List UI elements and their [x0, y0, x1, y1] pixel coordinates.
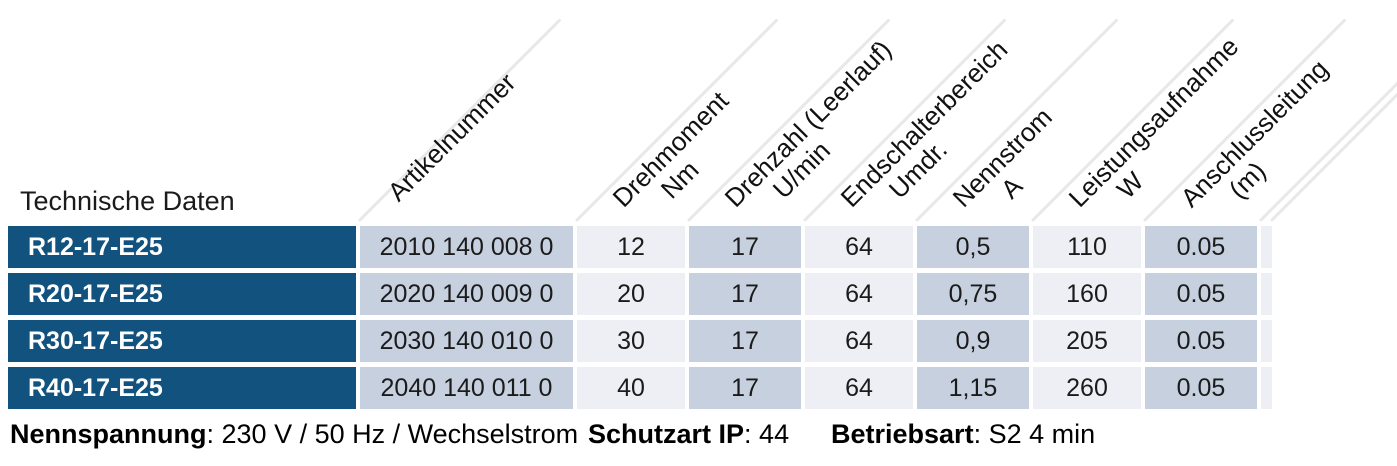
table-cell-artikelnummer: 2010 140 008 0 [360, 226, 573, 268]
model-cell: R40-17-E25 [8, 367, 356, 409]
model-cell: R30-17-E25 [8, 320, 356, 362]
spec-separator: : [744, 419, 760, 449]
data-table: R12-17-E25 2010 140 008 0 12 17 64 0,5 1… [8, 226, 1272, 409]
spec-separator: : [973, 419, 989, 449]
table-cell-stub [1261, 367, 1272, 409]
table-cell-leistung: 110 [1033, 226, 1141, 268]
table-cell-stub [1261, 320, 1272, 362]
model-cell: R20-17-E25 [8, 273, 356, 315]
table-cell-leistung: 260 [1033, 367, 1141, 409]
footer-specs: Nennspannung: 230 V / 50 Hz / Wechselstr… [0, 419, 1397, 459]
spec-betriebsart: Betriebsart: S2 4 min [831, 419, 1095, 450]
table-cell-drehmoment: 12 [577, 226, 685, 268]
spec-label: Schutzart IP [588, 419, 745, 449]
spec-label: Betriebsart [831, 419, 974, 449]
table-cell-nennstrom: 1,15 [917, 367, 1029, 409]
table-cell-stub [1261, 226, 1272, 268]
table-cell-drehmoment: 40 [577, 367, 685, 409]
table-cell-anschluss: 0.05 [1145, 320, 1257, 362]
spec-separator: : [206, 419, 222, 449]
spec-value: 44 [759, 419, 790, 449]
spec-value: S2 4 min [988, 419, 1096, 449]
page-title: Technische Daten [20, 186, 235, 216]
model-cell: R12-17-E25 [8, 226, 356, 268]
table-cell-endschalter: 64 [805, 273, 913, 315]
table-cell-drehzahl: 17 [689, 320, 801, 362]
table-cell-anschluss: 0.05 [1145, 273, 1257, 315]
table-cell-artikelnummer: 2030 140 010 0 [360, 320, 573, 362]
spec-schutzart: Schutzart IP: 44 [588, 419, 789, 450]
table-cell-leistung: 205 [1033, 320, 1141, 362]
table-cell-drehzahl: 17 [689, 273, 801, 315]
table-cell-drehzahl: 17 [689, 226, 801, 268]
table-cell-anschluss: 0.05 [1145, 367, 1257, 409]
table-cell-drehmoment: 30 [577, 320, 685, 362]
table-cell-anschluss: 0.05 [1145, 226, 1257, 268]
table-cell-nennstrom: 0,9 [917, 320, 1029, 362]
spec-value: 230 V / 50 Hz / Wechselstrom [221, 419, 579, 449]
table-cell-artikelnummer: 2040 140 011 0 [360, 367, 573, 409]
table-cell-drehzahl: 17 [689, 367, 801, 409]
table-cell-endschalter: 64 [805, 320, 913, 362]
table-cell-stub [1261, 273, 1272, 315]
spec-label: Nennspannung [10, 419, 207, 449]
table-cell-endschalter: 64 [805, 226, 913, 268]
table-cell-leistung: 160 [1033, 273, 1141, 315]
table-header: Technische Daten Artikelnummer Drehmomen… [0, 0, 1397, 226]
table-cell-endschalter: 64 [805, 367, 913, 409]
table-cell-artikelnummer: 2020 140 009 0 [360, 273, 573, 315]
table-cell-nennstrom: 0,5 [917, 226, 1029, 268]
table-cell-nennstrom: 0,75 [917, 273, 1029, 315]
table-cell-drehmoment: 20 [577, 273, 685, 315]
spec-nennspannung: Nennspannung: 230 V / 50 Hz / Wechselstr… [10, 419, 578, 450]
